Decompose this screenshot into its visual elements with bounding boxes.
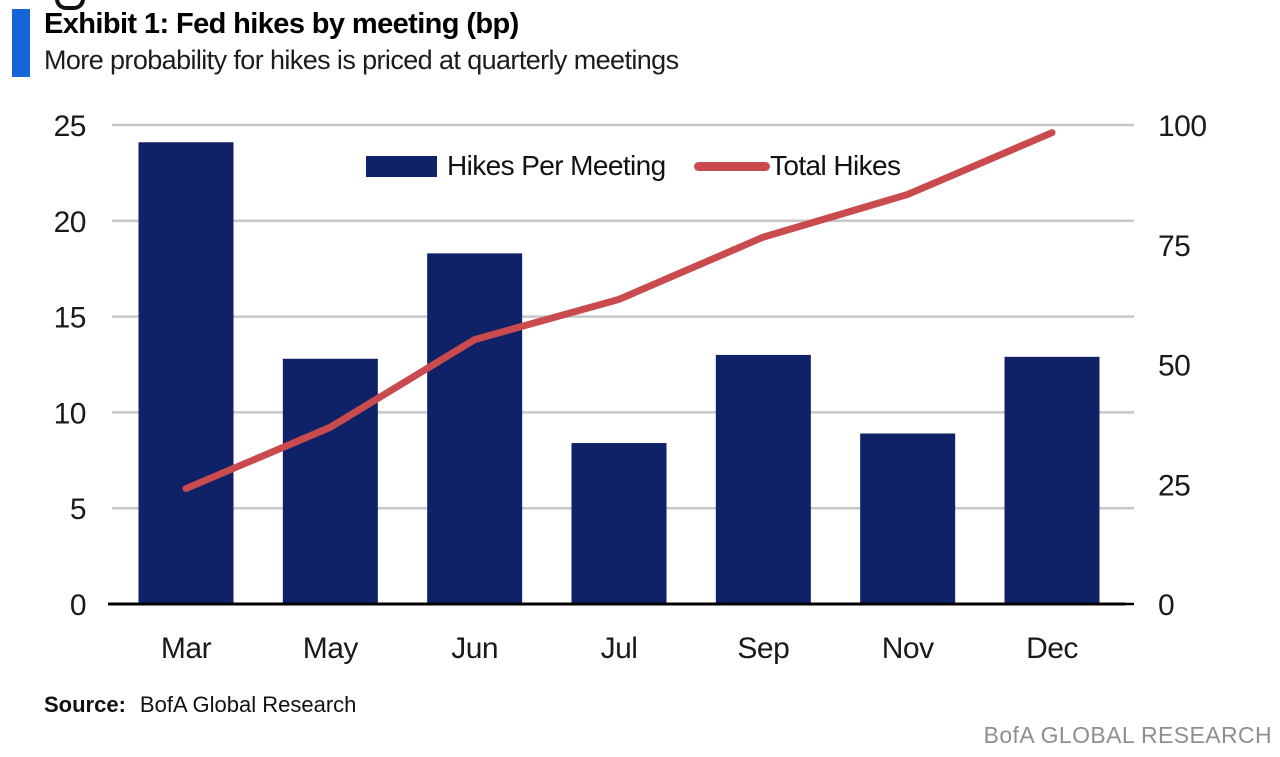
x-axis-label-Sep: Sep — [737, 632, 789, 665]
bar-Sep — [715, 354, 811, 604]
bar-Dec — [1004, 356, 1100, 604]
bar-Nov — [860, 433, 956, 604]
left-axis-tick-25: 25 — [54, 110, 86, 143]
bar-May — [282, 358, 378, 604]
total-hikes-line — [182, 129, 1056, 493]
legend-line-swatch — [694, 162, 770, 171]
cropped-text-fragment — [55, 0, 85, 10]
left-axis-tick-15: 15 — [54, 302, 86, 335]
x-axis-label-Dec: Dec — [1026, 632, 1078, 665]
source-label: Source: — [44, 692, 126, 717]
source-line: Source: BofA Global Research — [44, 692, 356, 718]
bar-Jul — [571, 443, 667, 604]
footer-brand: BofA GLOBAL RESEARCH — [983, 722, 1272, 748]
exhibit-title: Exhibit 1: Fed hikes by meeting (bp) — [44, 8, 519, 40]
right-axis-tick-25: 25 — [1158, 469, 1190, 502]
left-axis-tick-5: 5 — [70, 493, 86, 526]
x-axis-label-May: May — [303, 632, 359, 665]
right-axis-tick-75: 75 — [1158, 230, 1190, 263]
right-axis-tick-50: 50 — [1158, 350, 1190, 383]
x-axis-label-Nov: Nov — [882, 632, 934, 665]
x-axis-label-Mar: Mar — [161, 632, 212, 665]
right-axis-tick-100: 100 — [1158, 110, 1207, 143]
legend-line-label: Total Hikes — [770, 150, 901, 181]
right-axis-tick-0: 0 — [1158, 589, 1174, 622]
legend-bar-swatch — [366, 156, 437, 177]
left-axis-tick-0: 0 — [70, 589, 86, 622]
x-axis-label-Jul: Jul — [601, 632, 638, 665]
x-axis-label-Jun: Jun — [451, 632, 498, 665]
left-axis-tick-10: 10 — [54, 397, 86, 430]
bar-Mar — [138, 142, 234, 604]
chart-subtitle: More probability for hikes is priced at … — [44, 45, 679, 75]
exhibit-accent-bar — [12, 9, 30, 77]
source-text: BofA Global Research — [139, 692, 357, 717]
legend-bar-label: Hikes Per Meeting — [447, 150, 666, 181]
bar-Jun — [427, 253, 523, 604]
left-axis-tick-20: 20 — [54, 206, 86, 239]
